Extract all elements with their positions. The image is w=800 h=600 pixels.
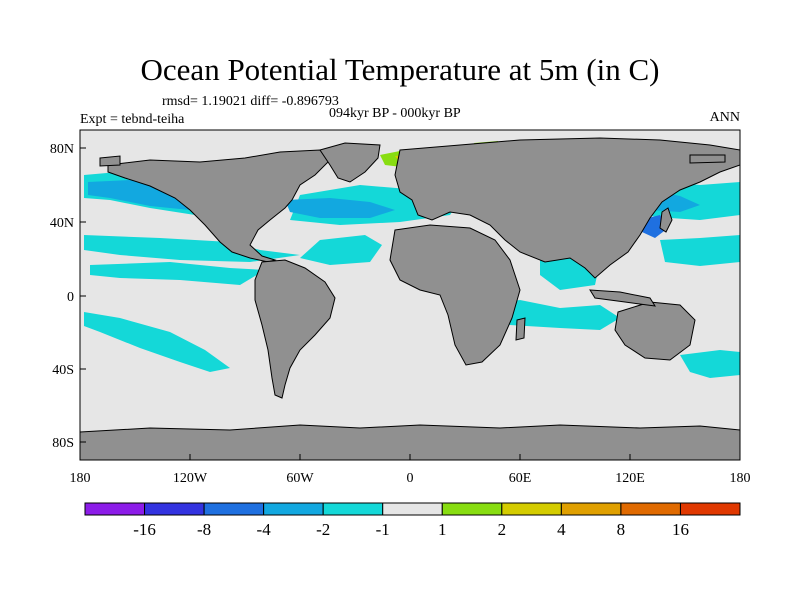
colorbar-swatch <box>203 502 265 516</box>
x-tick-label: 60E <box>509 471 532 486</box>
y-tick-label: 80S <box>52 436 74 451</box>
x-axis: 180 120W 60W 0 60E 120E 180 <box>70 454 751 486</box>
colorbar-label: -4 <box>257 520 272 539</box>
colorbar-label: -16 <box>133 520 156 539</box>
y-tick-label: 40N <box>50 216 74 231</box>
antarctica <box>80 424 740 460</box>
colorbar-label: -1 <box>376 520 390 539</box>
map-title: Ocean Potential Temperature at 5m (in C) <box>140 52 660 87</box>
x-tick-label: 0 <box>407 471 414 486</box>
experiment-label: Expt = tebnd-teiha <box>80 112 185 127</box>
colorbar-swatch <box>560 502 622 516</box>
x-tick-label: 180 <box>70 471 91 486</box>
x-tick-label: 60W <box>286 471 314 486</box>
greenland <box>319 142 381 183</box>
colorbar-label: 8 <box>617 520 626 539</box>
y-tick-label: 0 <box>67 290 74 305</box>
north-america <box>107 149 331 263</box>
colorbar-label: -2 <box>316 520 330 539</box>
colorbar-label: 16 <box>672 520 689 539</box>
map-panel <box>79 129 741 461</box>
colorbar-swatch <box>679 502 741 516</box>
x-tick-label: 120W <box>173 471 208 486</box>
season-label: ANN <box>709 110 740 125</box>
colorbar-swatch <box>501 502 562 516</box>
australia <box>614 301 696 361</box>
colorbar-swatch <box>382 502 443 516</box>
eurasia <box>394 137 740 279</box>
colorbar-swatch <box>620 502 681 516</box>
x-tick-label: 120E <box>615 471 645 486</box>
land-masses <box>80 137 740 460</box>
arctic-fringe <box>99 155 121 167</box>
period-label: 094kyr BP - 000kyr BP <box>329 106 461 121</box>
colorbar-label: 1 <box>438 520 447 539</box>
y-tick-label: 80N <box>50 142 74 157</box>
y-axis: 80N 40N 0 40S 80S <box>50 142 86 451</box>
colorbar: -16 -8 -4 -2 -1 1 2 4 8 16 <box>84 502 741 539</box>
colorbar-swatch <box>144 502 205 516</box>
colorbar-label: 4 <box>557 520 566 539</box>
madagascar <box>515 317 526 341</box>
stats-text: rmsd= 1.19021 diff= -0.896793 <box>162 94 339 109</box>
colorbar-swatch <box>84 502 146 516</box>
africa <box>389 224 521 366</box>
japan <box>659 207 673 233</box>
indonesia <box>589 289 656 307</box>
colorbar-swatch <box>263 502 324 516</box>
arctic-fringe-east <box>689 154 726 164</box>
colorbar-swatch <box>441 502 503 516</box>
colorbar-label: 2 <box>498 520 507 539</box>
colorbar-label: -8 <box>197 520 211 539</box>
y-tick-label: 40S <box>52 363 74 378</box>
x-tick-label: 180 <box>730 471 751 486</box>
colorbar-swatch <box>322 502 384 516</box>
south-america <box>254 259 336 399</box>
